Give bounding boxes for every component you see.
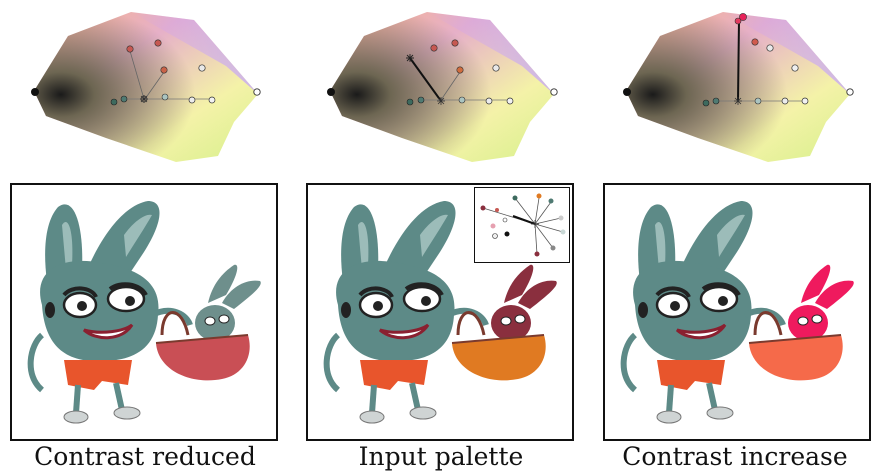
basket (451, 311, 546, 381)
bunny-illustration (27, 201, 261, 424)
panel-contrast-increase (603, 183, 871, 441)
bunny-illustration (323, 201, 557, 424)
panel-contrast-reduced (10, 183, 278, 441)
big-bunny (27, 201, 193, 424)
small-bunny (195, 264, 261, 341)
palette-inset (474, 187, 570, 263)
gamut-plot-reduced (31, 12, 261, 162)
caption-contrast-increase: Contrast increase (622, 442, 848, 471)
gamut-plot-input (327, 12, 558, 162)
caption-input-palette: Input palette (358, 442, 524, 471)
small-bunny (788, 264, 854, 341)
palette-graph (480, 193, 566, 257)
basket (748, 311, 843, 381)
panel-input-palette (306, 183, 574, 441)
caption-contrast-reduced: Contrast reduced (34, 442, 256, 471)
big-bunny (323, 201, 489, 424)
bunny-illustration (620, 201, 854, 424)
big-bunny (620, 201, 786, 424)
basket (155, 311, 250, 381)
gamut-plot-increase (623, 12, 854, 162)
small-bunny (491, 264, 557, 341)
